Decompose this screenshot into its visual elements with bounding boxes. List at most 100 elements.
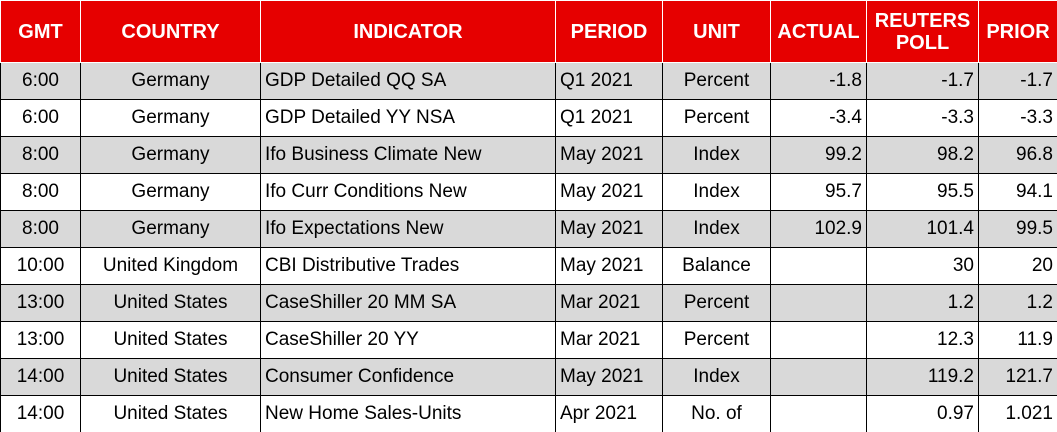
table-cell: 14:00 <box>0 395 81 432</box>
table-cell: 8:00 <box>0 173 81 211</box>
table-cell: CaseShiller 20 YY <box>260 321 556 359</box>
table-cell: 98.2 <box>866 136 979 174</box>
table-cell: CBI Distributive Trades <box>260 247 556 285</box>
table-cell: 10:00 <box>0 247 81 285</box>
table-cell: CaseShiller 20 MM SA <box>260 284 556 322</box>
table-cell: United Kingdom <box>80 247 261 285</box>
column-header: GMT <box>0 0 81 63</box>
table-cell: United States <box>80 395 261 432</box>
table-cell: 121.7 <box>978 358 1057 396</box>
table-cell: Germany <box>80 210 261 248</box>
table-cell: Ifo Business Climate New <box>260 136 556 174</box>
table-body: 6:00 Germany GDP Detailed QQ SA Q1 2021 Perc… <box>0 62 1057 432</box>
empty-cell <box>770 358 867 396</box>
table-cell: Percent <box>662 62 771 100</box>
table-cell: Apr 2021 <box>555 395 663 432</box>
table-cell: Germany <box>80 173 261 211</box>
table-row: 8:00 Germany Ifo Curr Conditions New May 20… <box>0 173 1057 211</box>
empty-cell <box>770 247 867 285</box>
column-header: COUNTRY <box>80 0 261 63</box>
table-cell: 96.8 <box>978 136 1057 174</box>
table-cell: -1.8 <box>770 62 867 100</box>
table-cell: 1.2 <box>978 284 1057 322</box>
column-header: REUTERS POLL <box>866 0 979 63</box>
table-cell: GDP Detailed QQ SA <box>260 62 556 100</box>
table-row: 14:00 United States New Home Sales-Units Ap… <box>0 395 1057 432</box>
table-cell: Germany <box>80 136 261 174</box>
table-cell: Percent <box>662 284 771 322</box>
table-cell: Mar 2021 <box>555 321 663 359</box>
table-row: 8:00 Germany Ifo Expectations New May 2021 I… <box>0 210 1057 248</box>
table-cell: 99.2 <box>770 136 867 174</box>
table-cell: -3.3 <box>866 99 979 137</box>
table-cell: 99.5 <box>978 210 1057 248</box>
table-cell: May 2021 <box>555 247 663 285</box>
table-cell: -1.7 <box>978 62 1057 100</box>
column-header: UNIT <box>662 0 771 63</box>
table-cell: 6:00 <box>0 62 81 100</box>
table-cell: 1.021 <box>978 395 1057 432</box>
table-row: 6:00 Germany GDP Detailed YY NSA Q1 2021 Per… <box>0 99 1057 137</box>
table-cell: 6:00 <box>0 99 81 137</box>
table-cell: No. of <box>662 395 771 432</box>
table-cell: 95.7 <box>770 173 867 211</box>
table-cell: Germany <box>80 62 261 100</box>
table-cell: Germany <box>80 99 261 137</box>
table-cell: Ifo Expectations New <box>260 210 556 248</box>
table-cell: United States <box>80 358 261 396</box>
table-cell: GDP Detailed YY NSA <box>260 99 556 137</box>
table-cell: 30 <box>866 247 979 285</box>
table-cell: Ifo Curr Conditions New <box>260 173 556 211</box>
table-cell: -3.4 <box>770 99 867 137</box>
table-cell: 13:00 <box>0 284 81 322</box>
table-cell: Consumer Confidence <box>260 358 556 396</box>
table-cell: Index <box>662 210 771 248</box>
table-row: 13:00 United States CaseShiller 20 YY Mar 2… <box>0 321 1057 359</box>
table-cell: 14:00 <box>0 358 81 396</box>
empty-cell <box>770 321 867 359</box>
table-cell: May 2021 <box>555 358 663 396</box>
table-cell: United States <box>80 321 261 359</box>
table-cell: -3.3 <box>978 99 1057 137</box>
table-cell: 8:00 <box>0 136 81 174</box>
table-cell: 101.4 <box>866 210 979 248</box>
table-cell: 119.2 <box>866 358 979 396</box>
table-row: 13:00 United States CaseShiller 20 MM SA Ma… <box>0 284 1057 322</box>
table-cell: United States <box>80 284 261 322</box>
table-cell: 95.5 <box>866 173 979 211</box>
table-cell: Index <box>662 358 771 396</box>
table-cell: 12.3 <box>866 321 979 359</box>
table-row: 10:00 United Kingdom CBI Distributive Trad… <box>0 247 1057 285</box>
table-cell: Index <box>662 173 771 211</box>
column-header: INDICATOR <box>260 0 556 63</box>
table-cell: Q1 2021 <box>555 99 663 137</box>
table-row: 6:00 Germany GDP Detailed QQ SA Q1 2021 Perc… <box>0 62 1057 100</box>
empty-cell <box>770 395 867 432</box>
table-cell: 11.9 <box>978 321 1057 359</box>
table-cell: 1.2 <box>866 284 979 322</box>
table-cell: Index <box>662 136 771 174</box>
empty-cell <box>770 284 867 322</box>
table-cell: New Home Sales-Units <box>260 395 556 432</box>
table-cell: Mar 2021 <box>555 284 663 322</box>
table-cell: Percent <box>662 321 771 359</box>
table-cell: 20 <box>978 247 1057 285</box>
table-cell: 0.97 <box>866 395 979 432</box>
table-cell: Balance <box>662 247 771 285</box>
table-row: 14:00 United States Consumer Confidence May… <box>0 358 1057 396</box>
table-cell: 102.9 <box>770 210 867 248</box>
table-cell: 13:00 <box>0 321 81 359</box>
table-cell: May 2021 <box>555 136 663 174</box>
column-header: PERIOD <box>555 0 663 63</box>
table-cell: 8:00 <box>0 210 81 248</box>
header-row: GMT COUNTRY INDICATOR PERIOD UNIT ACTUAL REUTE… <box>0 0 1057 63</box>
table-cell: 94.1 <box>978 173 1057 211</box>
table-cell: Q1 2021 <box>555 62 663 100</box>
table-row: 8:00 Germany Ifo Business Climate New May 2… <box>0 136 1057 174</box>
table-cell: Percent <box>662 99 771 137</box>
column-header: ACTUAL <box>770 0 867 63</box>
table-cell: -1.7 <box>866 62 979 100</box>
table-cell: May 2021 <box>555 210 663 248</box>
